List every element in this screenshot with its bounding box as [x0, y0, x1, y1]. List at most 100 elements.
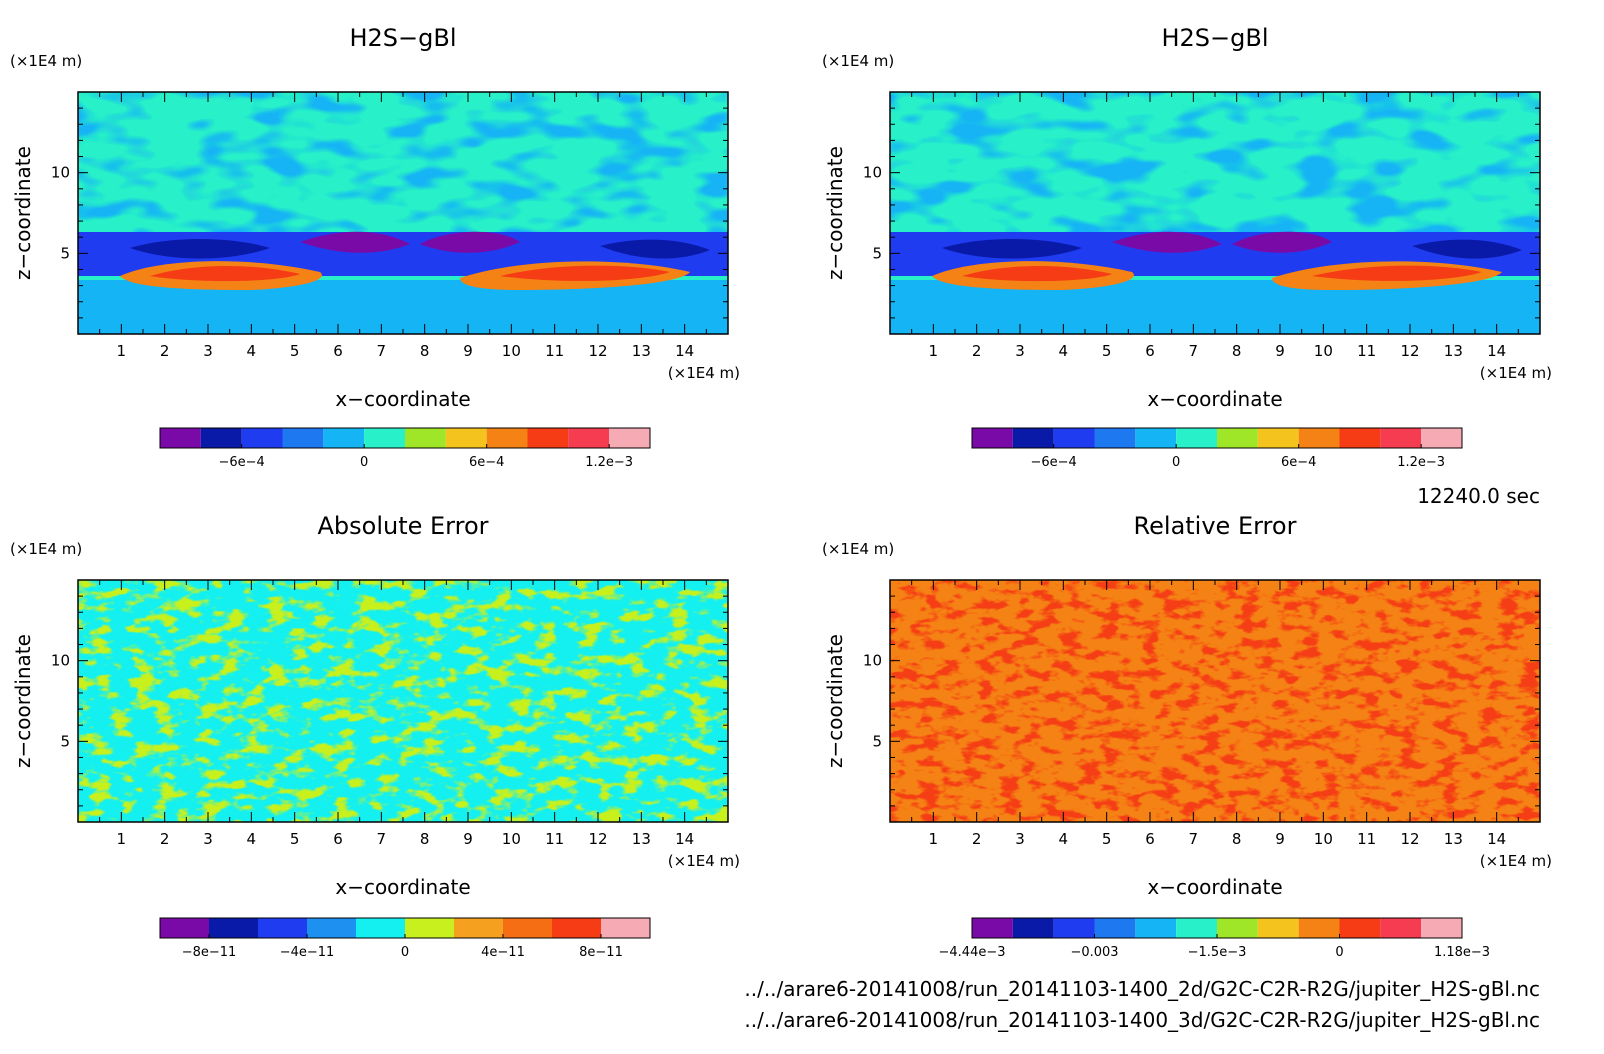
colorbar-swatch-0 [568, 428, 610, 448]
colorbar-swatch-3 [1421, 918, 1462, 938]
x-tick-label-2: 2 [160, 830, 170, 848]
y-axis-label-2: z−coordinate [11, 634, 35, 768]
y-axis-label-0: z−coordinate [11, 146, 35, 280]
x-tick-label-2: 8 [420, 830, 430, 848]
x-unit-label-2: (×1E4 m) [668, 852, 740, 870]
x-tick-label-2: 11 [545, 830, 564, 848]
x-tick-label-1: 8 [1232, 342, 1242, 360]
colorbar-swatch-0 [527, 428, 569, 448]
colorbar-swatch-0 [241, 428, 283, 448]
x-tick-label-3: 8 [1232, 830, 1242, 848]
colorbar-swatch-2 [209, 918, 258, 938]
y-tick-label-1: 10 [863, 164, 882, 182]
x-tick-label-0: 14 [675, 342, 694, 360]
x-axis-label-0: x−coordinate [335, 387, 470, 411]
x-tick-label-3: 12 [1400, 830, 1419, 848]
x-tick-label-0: 4 [247, 342, 257, 360]
chart-title-3: Relative Error [1134, 512, 1297, 540]
x-tick-label-2: 4 [247, 830, 257, 848]
x-tick-label-1: 13 [1444, 342, 1463, 360]
x-tick-label-0: 2 [160, 342, 170, 360]
colorbar-swatch-1 [1421, 428, 1462, 448]
axes-layer: H2S−gBl (×1E4 m) (×1E4 m) x−coordinate z−coo… [10, 24, 1552, 960]
y-tick-label-3: 5 [872, 732, 882, 750]
x-tick-label-1: 12 [1400, 342, 1419, 360]
colorbar-tick-label-0: 6e−4 [469, 455, 504, 470]
colorbar-swatch-3 [972, 918, 1013, 938]
colorbar-swatch-3 [1094, 918, 1136, 938]
colorbar-tick-label-1: 1.2e−3 [1397, 455, 1445, 470]
x-tick-label-1: 4 [1059, 342, 1069, 360]
x-tick-label-0: 10 [502, 342, 521, 360]
heatmap-field-2 [78, 580, 728, 822]
colorbar-swatch-3 [1135, 918, 1177, 938]
x-tick-label-3: 5 [1102, 830, 1112, 848]
colorbar-tick-label-2: 4e−11 [481, 945, 525, 960]
x-tick-label-3: 9 [1275, 830, 1285, 848]
colorbar-tick-label-3: −0.003 [1070, 945, 1118, 960]
colorbar-tick-label-3: 1.18e−3 [1434, 945, 1490, 960]
colorbar-tick-label-3: −1.5e−3 [1188, 945, 1247, 960]
colorbar-tick-label-3: 0 [1335, 945, 1343, 960]
colorbar-swatch-0 [405, 428, 446, 448]
colorbar-swatch-2 [552, 918, 601, 938]
colorbar-tick-label-2: 0 [401, 945, 409, 960]
colorbar-swatch-3 [1053, 918, 1095, 938]
x-tick-label-2: 1 [117, 830, 127, 848]
colorbar-swatch-3 [1380, 918, 1422, 938]
x-tick-label-2: 5 [290, 830, 300, 848]
chart-title-0: H2S−gBl [349, 24, 456, 52]
colorbar-swatch-0 [445, 428, 487, 448]
y-tick-label-3: 10 [863, 652, 882, 670]
x-axis-label-3: x−coordinate [1147, 875, 1282, 899]
x-tick-label-3: 13 [1444, 830, 1463, 848]
x-tick-label-0: 9 [463, 342, 473, 360]
colorbar-swatch-1 [1380, 428, 1422, 448]
x-tick-label-0: 8 [420, 342, 430, 360]
colorbar-swatch-0 [486, 428, 528, 448]
x-tick-label-2: 13 [632, 830, 651, 848]
y-tick-label-0: 5 [60, 244, 70, 262]
y-tick-label-1: 5 [872, 244, 882, 262]
y-tick-label-2: 10 [51, 652, 70, 670]
colorbar-tick-label-2: −8e−11 [182, 945, 237, 960]
colorbar-swatch-1 [972, 428, 1013, 448]
y-tick-label-2: 5 [60, 732, 70, 750]
x-tick-label-2: 14 [675, 830, 694, 848]
file-path-2: ../../arare6-20141008/run_20141103-1400_… [744, 1008, 1540, 1032]
colorbar-swatch-3 [1339, 918, 1381, 938]
colorbar-swatch-0 [323, 428, 365, 448]
x-tick-label-2: 7 [377, 830, 387, 848]
x-tick-label-1: 9 [1275, 342, 1285, 360]
heatmap-field-1 [890, 92, 1540, 334]
x-unit-label-0: (×1E4 m) [668, 364, 740, 382]
colorbar-tick-label-1: −6e−4 [1031, 455, 1077, 470]
colorbar-swatch-2 [405, 918, 454, 938]
y-unit-label-2: (×1E4 m) [10, 540, 82, 558]
colorbar-swatch-2 [307, 918, 356, 938]
colorbar-tick-label-3: −4.44e−3 [939, 945, 1006, 960]
x-tick-label-1: 10 [1314, 342, 1333, 360]
colorbar-swatch-1 [1012, 428, 1054, 448]
x-tick-label-3: 4 [1059, 830, 1069, 848]
x-tick-label-3: 14 [1487, 830, 1506, 848]
chart-title-2: Absolute Error [317, 512, 488, 540]
colorbar-swatch-2 [160, 918, 209, 938]
x-tick-label-3: 2 [972, 830, 982, 848]
colorbar-tick-label-1: 6e−4 [1281, 455, 1316, 470]
colorbar-swatch-1 [1176, 428, 1217, 448]
heatmap-field-0 [78, 92, 728, 334]
y-tick-label-0: 10 [51, 164, 70, 182]
colorbar-tick-label-0: 0 [360, 455, 368, 470]
y-unit-label-0: (×1E4 m) [10, 52, 82, 70]
x-tick-label-1: 5 [1102, 342, 1112, 360]
colorbar-swatch-2 [454, 918, 503, 938]
x-tick-label-3: 1 [929, 830, 939, 848]
file-path-1: ../../arare6-20141008/run_20141103-1400_… [744, 977, 1540, 1001]
x-tick-label-2: 9 [463, 830, 473, 848]
x-tick-label-1: 14 [1487, 342, 1506, 360]
x-tick-label-0: 11 [545, 342, 564, 360]
colorbar-swatch-0 [200, 428, 242, 448]
x-tick-label-0: 5 [290, 342, 300, 360]
colorbar-swatch-3 [1217, 918, 1258, 938]
